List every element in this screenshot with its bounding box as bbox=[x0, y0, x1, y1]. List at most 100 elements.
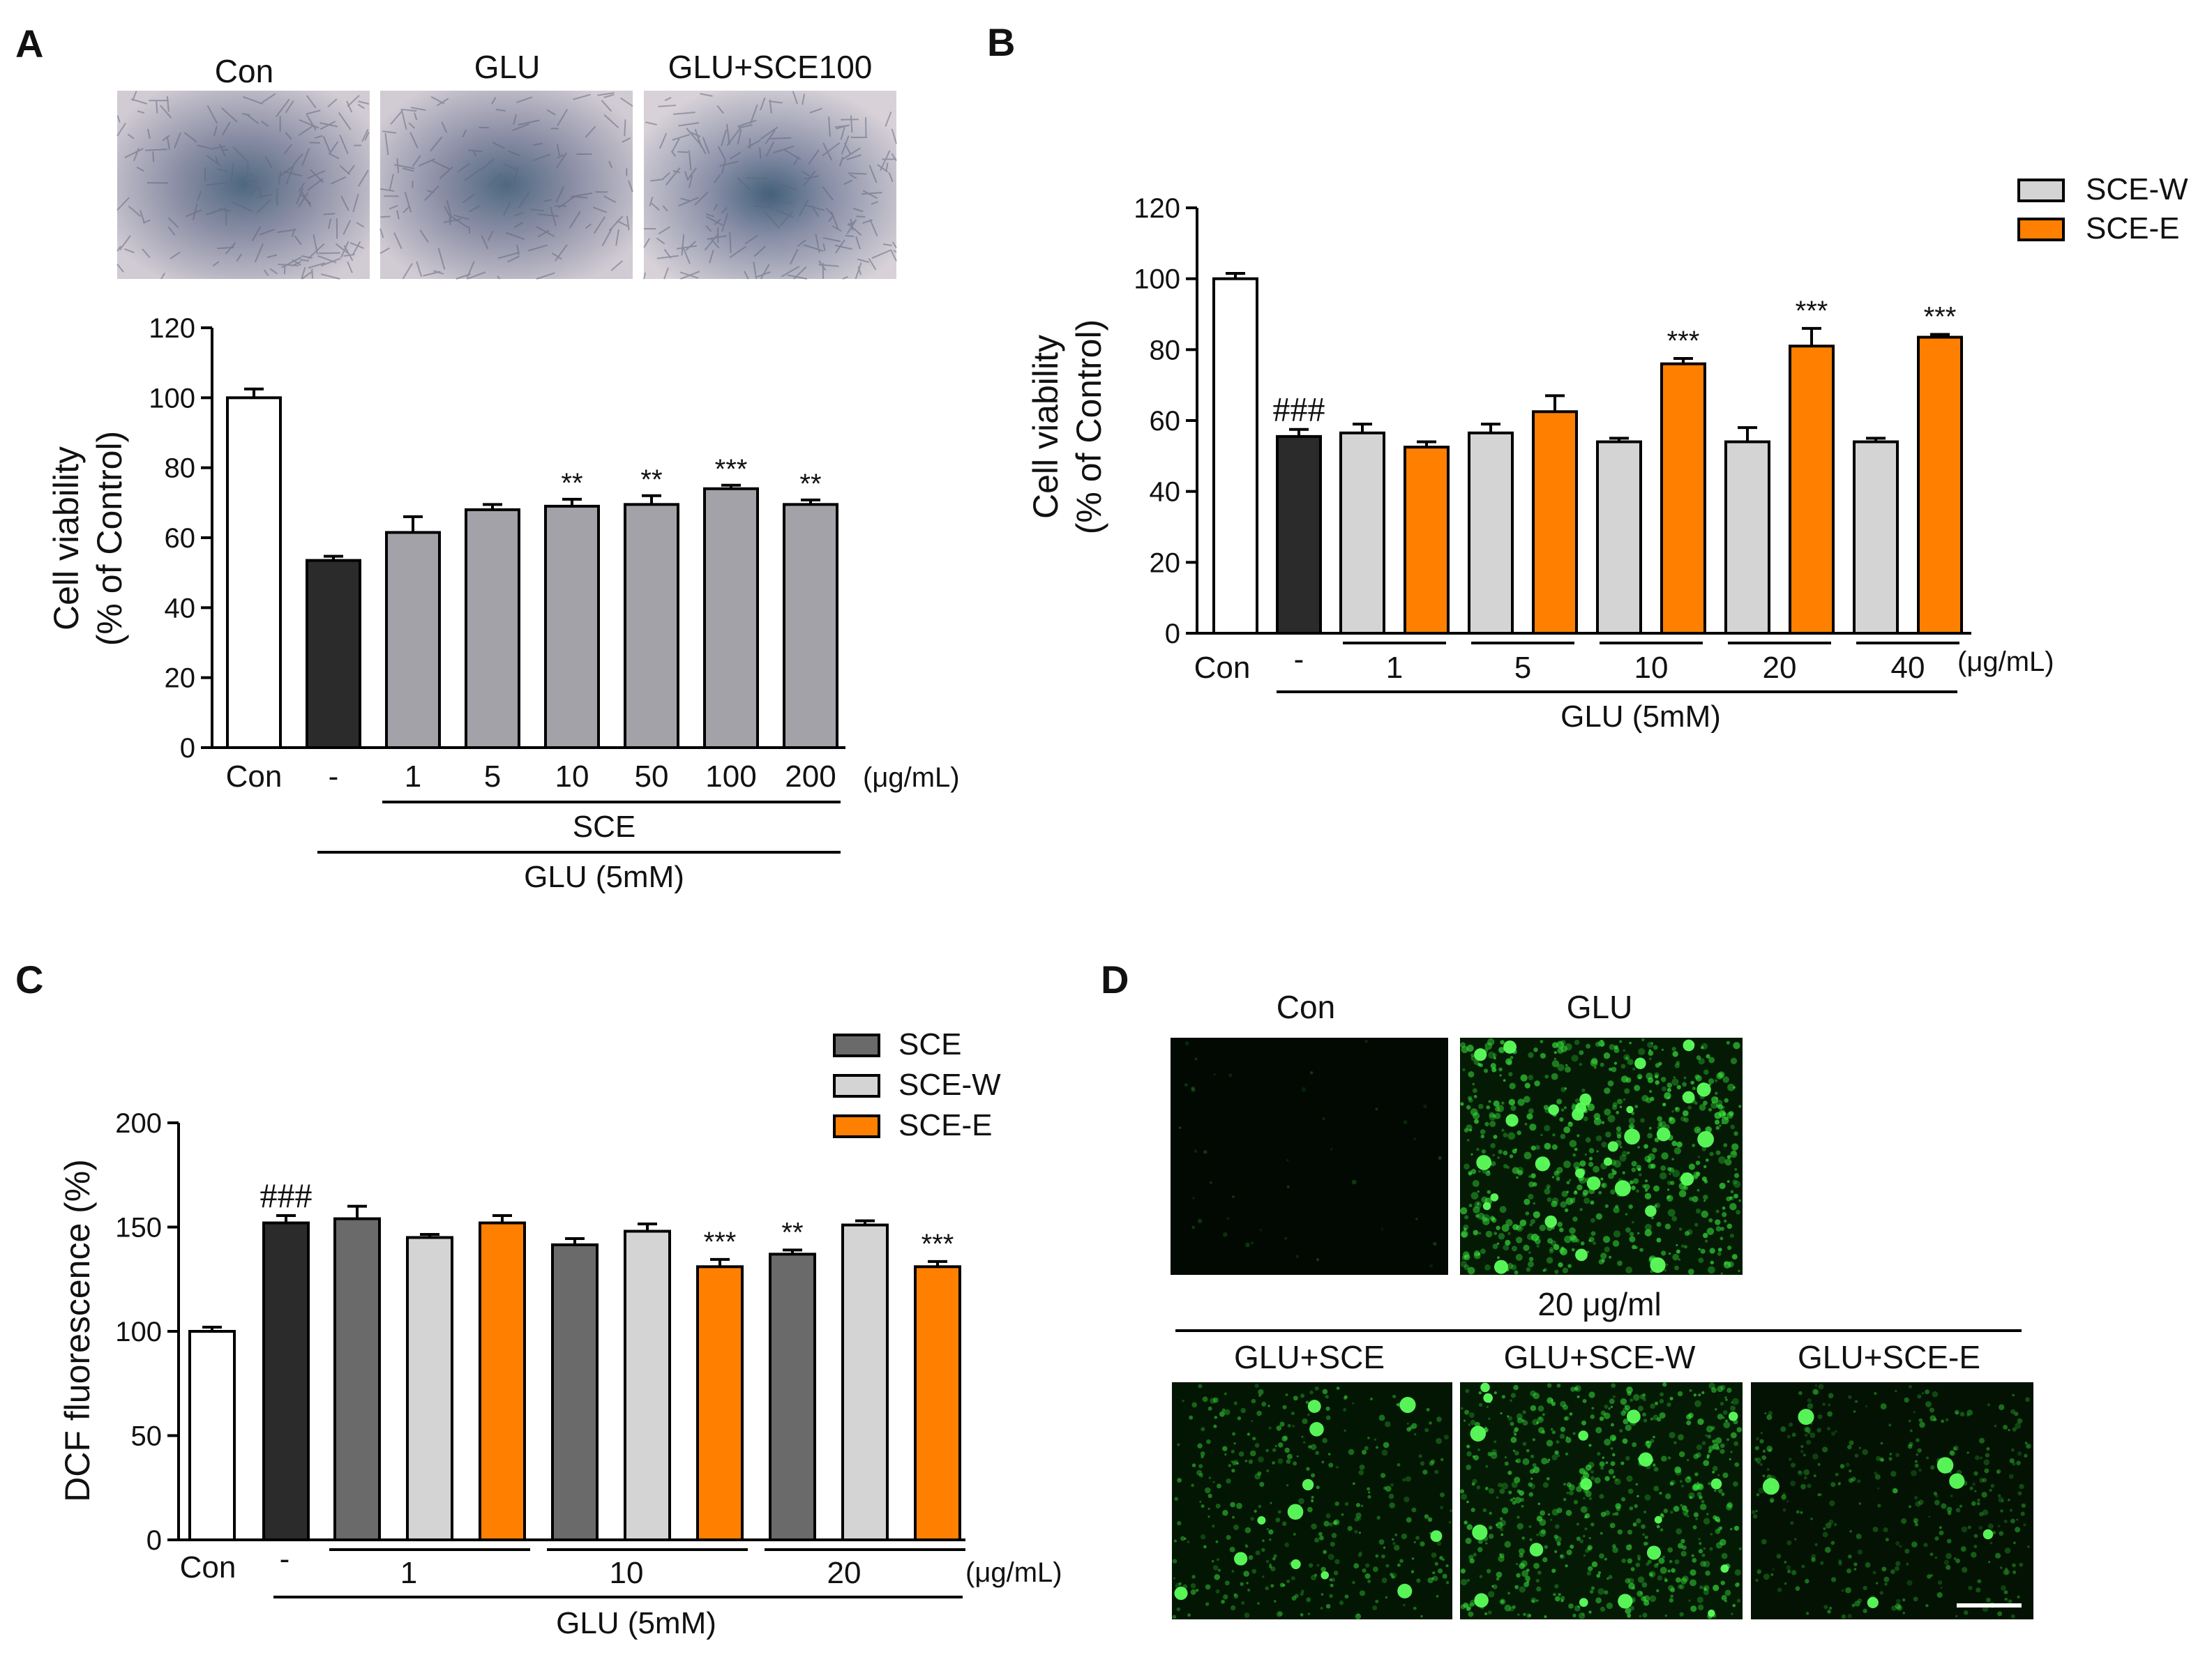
fluor-dot bbox=[1731, 1150, 1737, 1156]
cell-strand bbox=[511, 123, 529, 132]
fluor-dot bbox=[2010, 1518, 2015, 1524]
fluor-dot bbox=[1730, 1451, 1733, 1453]
fluor-dot bbox=[2012, 1462, 2016, 1466]
fluor-dot bbox=[1503, 1079, 1506, 1082]
fluor-dot bbox=[1191, 1402, 1198, 1408]
fluor-dot bbox=[1250, 1517, 1254, 1521]
fluor-dot bbox=[1642, 1183, 1646, 1188]
fluor-dot bbox=[1470, 1507, 1475, 1513]
cell-strand bbox=[214, 156, 219, 165]
fluor-dot bbox=[1685, 1509, 1689, 1513]
cell-strand bbox=[518, 191, 530, 209]
fluor-dot bbox=[1643, 1183, 1650, 1190]
fluor-dot bbox=[1977, 1498, 1980, 1502]
fluor-dot bbox=[1921, 1392, 1925, 1395]
fluor-dot bbox=[1665, 1493, 1671, 1499]
cell-strand bbox=[298, 125, 314, 136]
fluor-dot bbox=[1353, 1563, 1360, 1569]
fluor-dot bbox=[1623, 1407, 1629, 1414]
fluor-dot bbox=[1585, 1490, 1592, 1497]
fluor-dot bbox=[1967, 1525, 1971, 1529]
fluor-dot bbox=[1729, 1233, 1734, 1238]
y-axis-title: DCF fluorescence (%) bbox=[58, 1159, 97, 1502]
fluor-dot bbox=[1498, 1047, 1505, 1054]
fluor-dot bbox=[1494, 1260, 1508, 1274]
fluor-dot bbox=[1582, 1189, 1589, 1196]
fluor-dot bbox=[1530, 1218, 1535, 1224]
cell-strand bbox=[379, 228, 384, 239]
fluor-dot bbox=[1848, 1478, 1853, 1483]
fluor-dot bbox=[1593, 1165, 1600, 1173]
fluor-dot bbox=[1388, 1493, 1394, 1499]
fluor-dot bbox=[1654, 1515, 1662, 1524]
fluor-dot bbox=[1464, 1264, 1470, 1271]
fluor-dot bbox=[1632, 1522, 1637, 1527]
fluor-dot bbox=[1634, 1246, 1638, 1250]
fluor-dot bbox=[1397, 1463, 1401, 1467]
fluor-dot bbox=[1932, 1391, 1939, 1398]
fluor-dot bbox=[1616, 1110, 1620, 1114]
fluor-dot bbox=[1187, 1541, 1190, 1543]
fluor-dot bbox=[1816, 1428, 1821, 1433]
fluor-dot bbox=[1642, 1533, 1646, 1536]
fluor-dot bbox=[1460, 1579, 1468, 1586]
fluor-dot bbox=[1579, 1539, 1584, 1543]
fluor-dot bbox=[1639, 1591, 1643, 1595]
cell-strand bbox=[297, 182, 306, 192]
fluor-dot bbox=[1628, 1117, 1635, 1124]
fluor-dot bbox=[1552, 1133, 1556, 1137]
fluor-dot bbox=[1466, 1578, 1470, 1582]
fluor-dot bbox=[1680, 1244, 1685, 1248]
cell-strand bbox=[555, 186, 564, 203]
fluor-dot bbox=[1724, 1219, 1727, 1223]
fluor-dot bbox=[1612, 1102, 1618, 1107]
fluor-dot bbox=[1627, 1151, 1630, 1154]
fluor-dot bbox=[1730, 1190, 1734, 1194]
bar bbox=[1853, 440, 1899, 635]
fluor-dot bbox=[2016, 1518, 2019, 1521]
fluor-dot bbox=[1989, 1541, 1993, 1545]
fluor-dot bbox=[1473, 1206, 1480, 1213]
fluor-dot bbox=[2003, 1590, 2008, 1594]
fluor-dot bbox=[1703, 1100, 1708, 1105]
fluor-dot bbox=[1976, 1587, 1981, 1593]
fluor-dot bbox=[1214, 1574, 1220, 1580]
fluor-dot bbox=[1561, 1190, 1568, 1197]
fluor-dot bbox=[1890, 1569, 1895, 1575]
fluor-dot bbox=[1710, 1532, 1713, 1536]
fluor-dot bbox=[1551, 1508, 1559, 1516]
fluor-dot bbox=[1564, 1066, 1571, 1073]
cell-strand bbox=[343, 245, 354, 262]
fluor-dot bbox=[1837, 1481, 1842, 1485]
cell-strand bbox=[293, 153, 303, 165]
fluor-dot bbox=[1565, 1452, 1569, 1456]
fluor-dot bbox=[1911, 1469, 1918, 1476]
fluor-dot bbox=[1722, 1076, 1729, 1083]
fluor-dot bbox=[1986, 1597, 1991, 1603]
fluor-dot bbox=[1429, 1264, 1434, 1268]
fluor-dot bbox=[1646, 1545, 1662, 1560]
fluor-dot bbox=[1733, 1086, 1736, 1089]
fluor-dot bbox=[1530, 1454, 1535, 1459]
fluor-dot bbox=[1800, 1511, 1803, 1514]
fluor-dot bbox=[1810, 1518, 1813, 1520]
fluor-dot bbox=[1613, 1207, 1620, 1213]
fluor-dot bbox=[1732, 1481, 1738, 1487]
fluor-dot bbox=[1619, 1154, 1627, 1162]
fluor-dot bbox=[1642, 1393, 1646, 1397]
fluor-dot bbox=[1648, 1153, 1655, 1160]
fluor-dot bbox=[1344, 1395, 1348, 1399]
fluor-dot bbox=[1177, 1478, 1182, 1483]
fluor-dot bbox=[1510, 1056, 1514, 1059]
cell-strand bbox=[841, 135, 850, 155]
fluor-dot bbox=[1650, 1417, 1653, 1421]
fluor-dot bbox=[1653, 1045, 1658, 1050]
fluor-dot bbox=[1416, 1578, 1421, 1583]
fluor-dot bbox=[1620, 1398, 1627, 1405]
fluor-dot bbox=[1485, 1230, 1493, 1238]
fluor-dot bbox=[1600, 1511, 1607, 1518]
fluor-dot bbox=[1723, 1421, 1731, 1429]
fluor-dot bbox=[1383, 1442, 1390, 1449]
